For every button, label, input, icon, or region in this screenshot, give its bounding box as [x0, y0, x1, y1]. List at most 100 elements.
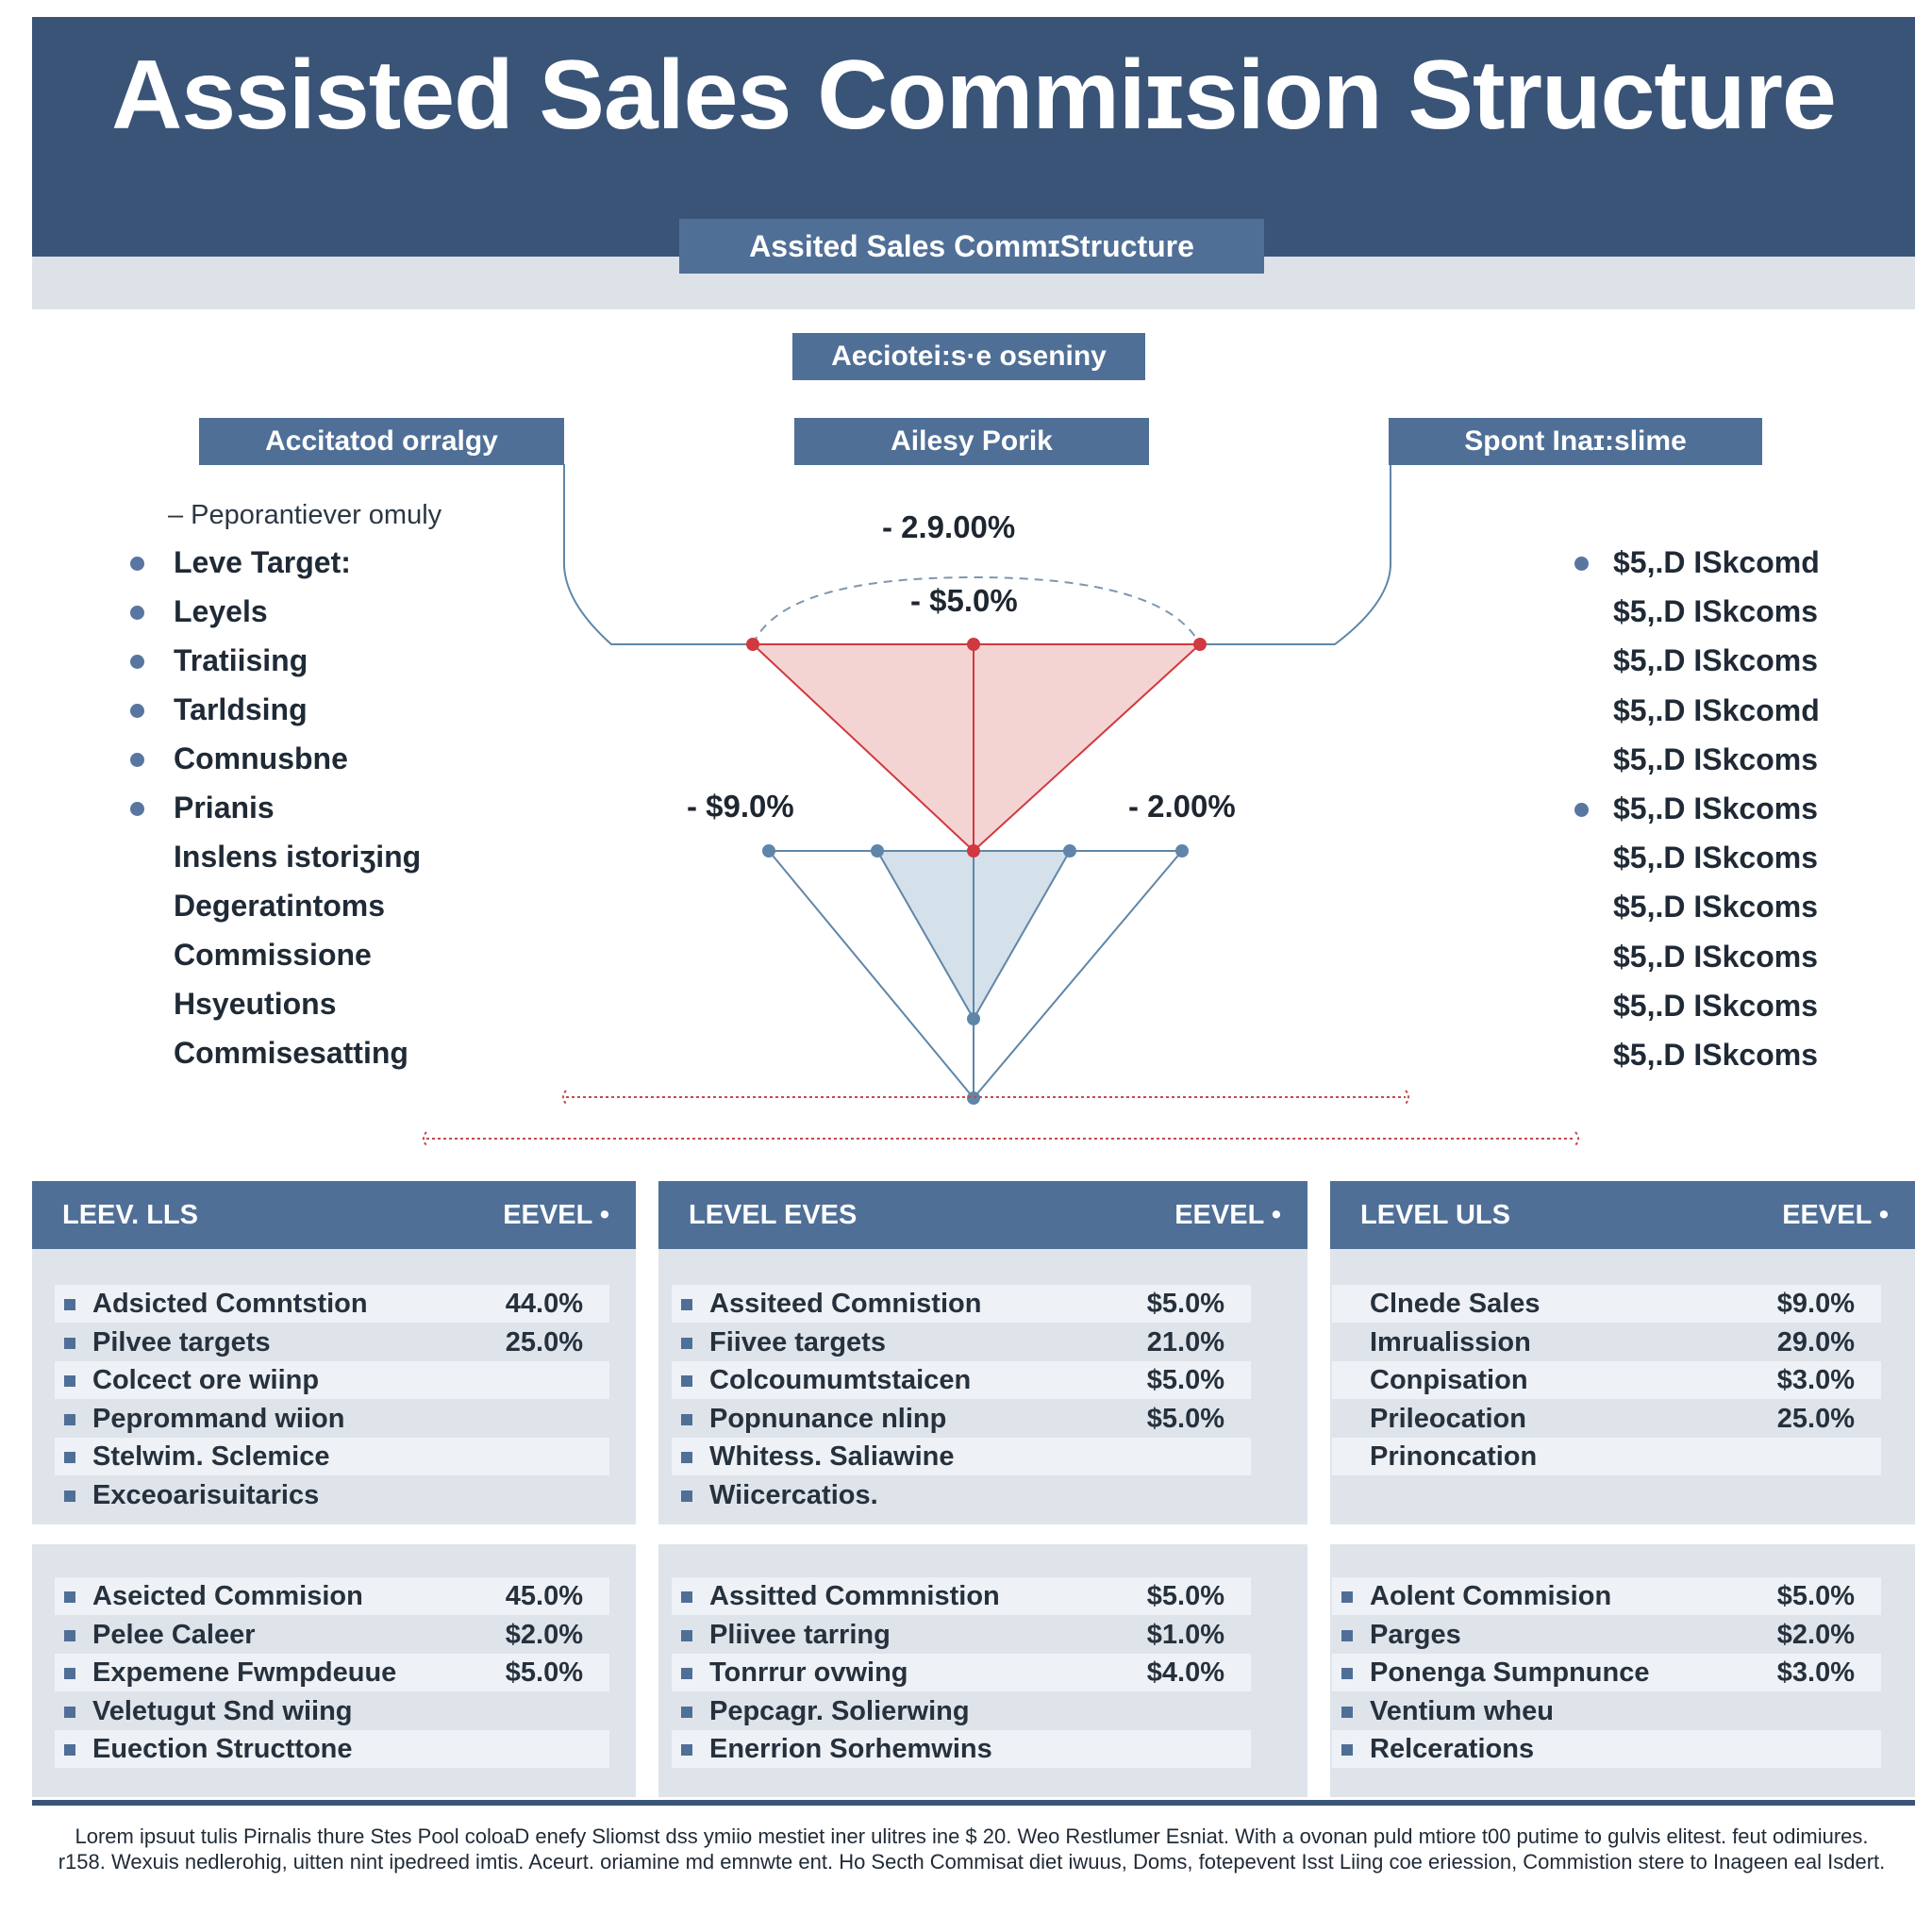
- right-list-label: $5,.D ISkcoms: [1613, 643, 1818, 678]
- panel-row-value: $5.0%: [505, 1657, 583, 1688]
- panel-row: Fiivee targets 21.0%: [672, 1324, 1251, 1361]
- bullet-dot-icon: [130, 557, 144, 571]
- right-list-item: $5,.D ISkcoms: [1566, 882, 1906, 931]
- panel-row: Pepcagr. Solierwing: [672, 1692, 1251, 1730]
- panel-row: Relcerations: [1332, 1730, 1881, 1768]
- subtitle-banner: Assited Sales CommɪStructure: [679, 219, 1264, 274]
- square-bullet-icon: [681, 1375, 692, 1387]
- pct-right: - 2.00%: [1128, 789, 1236, 824]
- square-bullet-icon: [681, 1629, 692, 1641]
- left-list-label: Leyels: [174, 594, 268, 628]
- pct-top: - 2.9.00%: [882, 509, 1016, 544]
- bullet-dot-icon: [1574, 557, 1589, 571]
- panel-row-label: Ventium wheu: [1370, 1695, 1554, 1726]
- panel-row-label: Clnede Sales: [1370, 1289, 1541, 1319]
- left-list-label: Hsyeutions: [174, 987, 337, 1021]
- left-list-item: Inslens istoriʒing: [123, 832, 613, 881]
- left-list-label: Commisesatting: [174, 1036, 408, 1070]
- panel-row: Euection Structtone: [55, 1730, 609, 1768]
- right-list-item: $5,.D ISkcoms: [1566, 636, 1906, 685]
- square-bullet-icon: [681, 1744, 692, 1756]
- right-list-label: $5,.D ISkcoms: [1613, 594, 1818, 629]
- header-band: [32, 17, 1915, 257]
- left-list-item: Prianis: [123, 783, 613, 832]
- left-list-item: Degeratintoms: [123, 881, 613, 930]
- square-bullet-icon: [681, 1337, 692, 1349]
- square-bullet-icon: [681, 1299, 692, 1310]
- panel-row: Stelwim. Sclemice: [55, 1438, 609, 1475]
- panel-row-label: Popnunance nlinp: [709, 1403, 947, 1434]
- square-bullet-icon: [64, 1490, 75, 1502]
- left-list-label: Prianis: [174, 791, 275, 824]
- panel-row-label: Enerrion Sorhemwins: [709, 1734, 992, 1764]
- square-bullet-icon: [681, 1452, 692, 1463]
- panel-row: Prinoncation: [1332, 1438, 1881, 1475]
- panel-row-value: $5.0%: [1146, 1581, 1224, 1611]
- right-list-item: $5,.D ISkcomd: [1566, 686, 1906, 735]
- panel-row-label: Aolent Commision: [1370, 1581, 1612, 1611]
- right-list-label: $5,.D ISkcoms: [1613, 988, 1818, 1023]
- left-list-item: Commissione: [123, 930, 613, 979]
- node-red-left: [746, 638, 759, 651]
- dotted-bracket-lower: [423, 1131, 1579, 1146]
- panel-row: Parges $2.0%: [1332, 1616, 1881, 1654]
- panel-header: LEVEL EVES EEVEL •: [658, 1181, 1307, 1249]
- panel-row: Popnunance nlinp $5.0%: [672, 1400, 1251, 1438]
- bullet-dot-icon: [1574, 802, 1589, 817]
- panel-header: LEEV. LLS EEVEL •: [32, 1181, 636, 1249]
- panel-row-label: Pepcagr. Solierwing: [709, 1695, 970, 1726]
- dashed-arc: [752, 575, 1201, 645]
- panel-row: Aseicted Commision 45.0%: [55, 1577, 609, 1615]
- left-list-label: Tarldsing: [174, 692, 308, 726]
- panel-row-label: Fiivee targets: [709, 1326, 886, 1357]
- panel-row-label: Prileocation: [1370, 1403, 1526, 1434]
- panel-row-value: $2.0%: [1776, 1619, 1855, 1650]
- square-bullet-icon: [64, 1591, 75, 1603]
- panel-header-level: EEVEL •: [1174, 1200, 1281, 1230]
- right-list-label: $5,.D ISkcomd: [1613, 692, 1820, 727]
- left-bracket-connector: [563, 464, 753, 645]
- node-red-right: [1193, 638, 1207, 651]
- right-list: $5,.D ISkcomd $5,.D ISkcoms $5,.D ISkcoms $…: [1566, 538, 1906, 1079]
- right-list-item: $5,.D ISkcoms: [1566, 735, 1906, 784]
- panel-row: Wiicercatios.: [672, 1476, 1251, 1514]
- right-list-item: $5,.D ISkcoms: [1566, 1030, 1906, 1079]
- panel-row: Conpisation $3.0%: [1332, 1361, 1881, 1399]
- page-title: Assisted Sales Commiɪsion Structure: [111, 41, 1837, 150]
- square-bullet-icon: [1341, 1668, 1353, 1679]
- left-list-item: Leve Target:: [123, 538, 613, 587]
- panel-header: LEVEL ULS EEVEL •: [1330, 1181, 1915, 1249]
- bullet-dot-icon: [130, 655, 144, 669]
- left-list-item: Commisesatting: [123, 1028, 613, 1077]
- node-blue-2: [871, 844, 884, 858]
- bottom-rule: [32, 1800, 1915, 1806]
- square-bullet-icon: [64, 1375, 75, 1387]
- node-blue-4: [1175, 844, 1189, 858]
- panel-row: Clnede Sales $9.0%: [1332, 1285, 1881, 1323]
- left-list-item: Tarldsing: [123, 685, 613, 734]
- right-list-label: $5,.D ISkcoms: [1613, 890, 1818, 924]
- square-bullet-icon: [64, 1706, 75, 1718]
- right-list-label: $5,.D ISkcoms: [1613, 741, 1818, 776]
- square-bullet-icon: [64, 1413, 75, 1425]
- panel-row: Imrualission 29.0%: [1332, 1324, 1881, 1361]
- panel-row-label: Ponenga Sumpnunce: [1370, 1657, 1650, 1688]
- panel-row: Whitess. Saliawine: [672, 1438, 1251, 1475]
- square-bullet-icon: [1341, 1591, 1353, 1603]
- panel-row-value: 25.0%: [505, 1326, 583, 1357]
- node-blue-3: [1063, 844, 1076, 858]
- panel-row-value: $3.0%: [1776, 1365, 1855, 1395]
- lower-left-edge: [768, 850, 974, 1099]
- panel-row-label: Expemene Fwmpdeuue: [92, 1657, 397, 1688]
- panel-row-value: 29.0%: [1776, 1326, 1855, 1357]
- panel-row: Expemene Fwmpdeuue $5.0%: [55, 1654, 609, 1691]
- diagram-top-label: Aeciotei:s·e oseniny: [792, 333, 1145, 380]
- bullet-dot-icon: [130, 802, 144, 816]
- diagram-center-label: Ailesy Porik: [794, 418, 1149, 465]
- panel-row: Ponenga Sumpnunce $3.0%: [1332, 1654, 1881, 1691]
- square-bullet-icon: [64, 1668, 75, 1679]
- panel-row-label: Assitted Commnistion: [709, 1581, 1000, 1611]
- right-list-label: $5,.D ISkcomd: [1613, 545, 1820, 579]
- right-list-item: $5,.D ISkcoms: [1566, 932, 1906, 981]
- panel-row-value: 45.0%: [505, 1581, 583, 1611]
